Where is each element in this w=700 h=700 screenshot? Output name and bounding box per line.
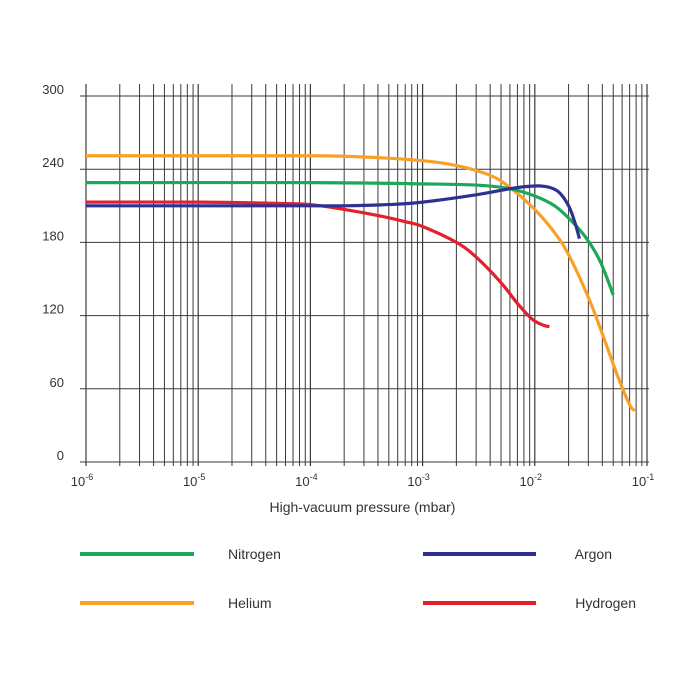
y-tick-label: 60 — [50, 375, 64, 390]
x-tick-label: 10-3 — [407, 472, 429, 489]
y-tick-label: 300 — [42, 82, 64, 97]
legend-label-nitrogen: Nitrogen — [228, 546, 281, 562]
series-line-argon — [86, 184, 581, 240]
axes: 0 60 120 180 240 300 10-6 10-5 10-4 10-3 10-2 10-1 H… — [42, 82, 654, 515]
series-line-helium — [86, 154, 637, 412]
series-line-nitrogen — [85, 180, 615, 296]
y-tick-label: 0 — [57, 448, 64, 463]
legend-label-helium: Helium — [228, 595, 272, 611]
x-tick-label: 10-1 — [632, 472, 654, 489]
legend: Nitrogen Argon Helium Hydrogen — [80, 546, 636, 611]
x-tick-label: 10-6 — [71, 472, 93, 489]
x-tick-label: 10-2 — [520, 472, 542, 489]
y-tick-label: 180 — [42, 228, 64, 243]
series-line-hydrogen — [85, 200, 550, 329]
x-tick-label: 10-5 — [183, 472, 205, 489]
legend-label-argon: Argon — [575, 546, 612, 562]
x-tick-label: 10-4 — [295, 472, 317, 489]
legend-label-hydrogen: Hydrogen — [575, 595, 636, 611]
grid — [80, 84, 649, 466]
series-lines — [85, 154, 637, 412]
y-tick-label: 120 — [42, 302, 64, 317]
y-tick-label: 240 — [42, 155, 64, 170]
x-axis-title: High-vacuum pressure (mbar) — [270, 499, 456, 515]
